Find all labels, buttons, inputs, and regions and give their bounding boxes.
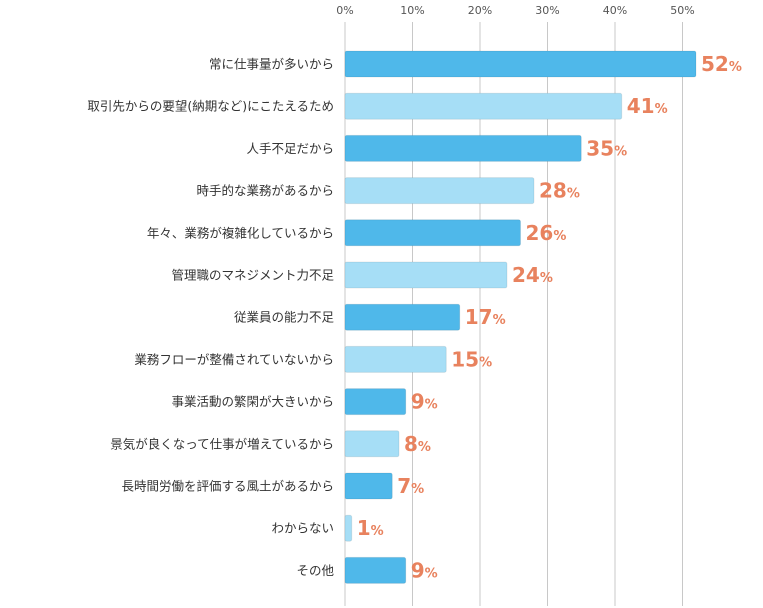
category-label: 長時間労働を評価する風土があるから [121, 479, 334, 494]
value-labels: 52% 41%35%28% 26% 24%17% 15% 9% 8% 7% 1% 9% [357, 52, 742, 582]
bar [344, 556, 407, 584]
x-tick-label: 50% [670, 4, 694, 17]
category-label: 人手不足だから [246, 141, 334, 156]
category-label: 取引先からの要望(納期など)にこたえるため [87, 99, 334, 114]
value-label: 35% [586, 136, 627, 160]
value-label: 9% [411, 558, 438, 582]
value-label: 8% [404, 432, 431, 456]
category-label: 従業員の能力不足 [234, 310, 335, 325]
value-label: 52% [701, 52, 742, 76]
x-tick-label: 10% [400, 4, 424, 17]
category-label: わからない [271, 521, 334, 536]
category-label: 管理職のマネジメント力不足 [171, 268, 334, 283]
category-labels: 常に仕事量が多いから取引先からの要望(納期など)にこたえるため人手不足だから時手… [87, 57, 334, 578]
bar [344, 50, 697, 78]
x-tick-label: 20% [468, 4, 492, 17]
value-label: 1% [357, 516, 384, 540]
bar [344, 430, 400, 458]
category-label: 景気が良くなって仕事が増えているから [110, 436, 334, 451]
value-label: 15% [451, 347, 492, 371]
value-label: 17% [465, 305, 506, 329]
value-label: 41% [627, 94, 668, 118]
bar [344, 472, 393, 500]
category-label: 常に仕事量が多いから [209, 57, 334, 72]
bars [344, 50, 697, 584]
bar [344, 134, 582, 162]
bar [344, 388, 407, 416]
category-label: その他 [296, 563, 334, 578]
x-tick-label: 0% [336, 4, 353, 17]
bar [344, 514, 353, 542]
x-tick-label: 40% [603, 4, 627, 17]
grid [344, 22, 683, 606]
bar [344, 92, 623, 120]
bar [344, 345, 447, 373]
category-label: 業務フローが整備されていないから [134, 352, 334, 367]
value-label: 9% [411, 390, 438, 414]
bar [344, 303, 461, 331]
value-label: 24% [512, 263, 553, 287]
value-label: 28% [539, 179, 580, 203]
bar [344, 177, 535, 205]
value-label: 7% [397, 474, 424, 498]
category-label: 時手的な業務があるから [196, 183, 334, 198]
bar [344, 261, 508, 289]
x-tick-label: 30% [535, 4, 559, 17]
category-label: 事業活動の繁閑が大きいから [171, 394, 334, 409]
category-label: 年々、業務が複雑化しているから [147, 225, 334, 240]
value-label: 26% [526, 221, 567, 245]
bar [344, 219, 521, 247]
x-axis-ticks: 0% 10% 20% 30% 40% 50% [336, 4, 694, 17]
